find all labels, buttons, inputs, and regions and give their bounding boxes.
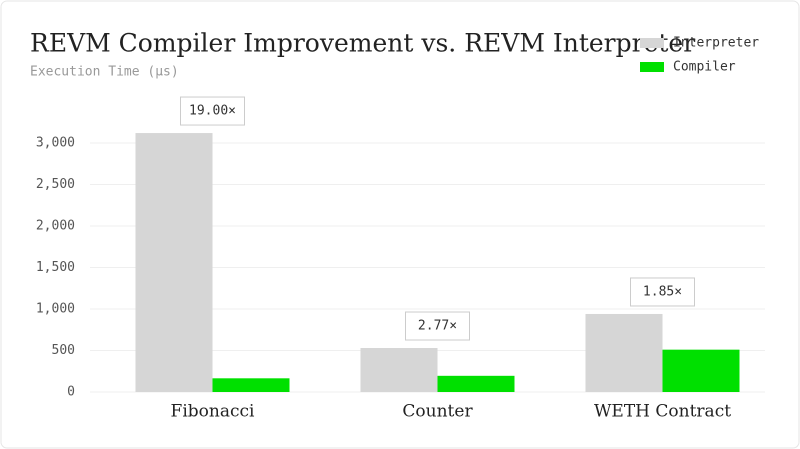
annotation: 2.77× — [418, 319, 457, 334]
annotation-box — [180, 96, 245, 126]
x-tick-label: Fibonacci — [171, 402, 255, 422]
chart-subtitle: Execution Time (μs) — [30, 65, 179, 80]
x-tick-label: Counter — [402, 402, 473, 422]
chart-title: REVM Compiler Improvement vs. REVM Inter… — [30, 29, 695, 58]
annotation: 1.85× — [643, 284, 682, 299]
bar — [135, 133, 213, 393]
x-tick-label: WETH Contract — [594, 402, 731, 422]
bar — [662, 349, 740, 392]
y-tick-label: 2,500 — [36, 177, 75, 192]
y-tick-label: 2,000 — [36, 219, 75, 234]
y-tick-label: 0 — [67, 385, 75, 400]
y-tick-label: 1,000 — [36, 302, 75, 317]
legend-swatch — [640, 62, 664, 72]
y-tick-label: 3,000 — [36, 136, 75, 151]
annotation-box — [405, 311, 470, 341]
annotation-box — [630, 277, 695, 307]
bar — [212, 378, 290, 392]
legend-label: Compiler — [673, 60, 736, 75]
legend-label: Interpreter — [673, 36, 759, 51]
bar — [585, 313, 663, 392]
bar — [437, 375, 515, 392]
annotation: 19.00× — [189, 104, 236, 119]
bar — [360, 348, 438, 392]
legend-swatch — [640, 38, 664, 48]
y-tick-label: 500 — [52, 343, 75, 358]
y-tick-label: 1,500 — [36, 260, 75, 275]
